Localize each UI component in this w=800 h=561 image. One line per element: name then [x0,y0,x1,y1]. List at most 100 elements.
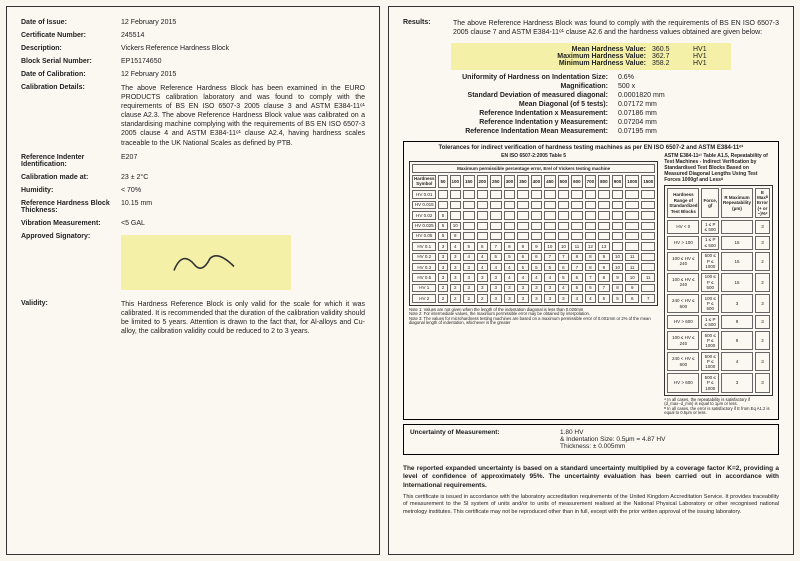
table-cell: 3 [450,273,462,281]
table-cell [721,220,753,234]
table-header: 900 [612,175,624,189]
table-cell: 3 [438,263,447,271]
table-cell [517,222,529,230]
table-cell: 3 [755,220,770,234]
res-key: Reference Indentation x Measurement: [403,110,618,117]
table-cell [450,201,462,209]
table-cell [544,201,556,209]
table-cell: 3 [477,284,489,292]
table-cell: 3 [438,242,447,250]
table-cell: 5 [438,211,447,219]
table-cell [463,232,475,240]
table-cell [641,190,655,198]
table-cell [504,190,516,198]
table-cell: 5 [504,253,516,261]
table-cell: 3 [755,294,770,313]
desc: Vickers Reference Hardness Block [121,45,365,52]
table-cell: 3 [517,284,529,292]
table-cell: 6 [585,284,597,292]
table-cell [625,242,639,250]
table-cell: 2 [450,284,462,292]
cal-date: 12 February 2015 [121,71,365,78]
table-header: 400 [531,175,543,189]
table-cell: 7 [544,253,556,261]
table-cell [625,190,639,198]
table-cell: 4 [571,294,583,302]
res-val: 0.07172 mm [618,101,779,108]
table-cell: 12 [585,242,597,250]
table-cell: 3 [463,273,475,281]
table-cell: 3 [721,294,753,313]
uom-v1: 1.80 HV [560,429,772,436]
table-cell: 9 [721,331,753,350]
table-cell: 3 [438,273,447,281]
table-cell [641,253,655,261]
table-cell: 10 [544,242,556,250]
table-cell [585,201,597,209]
table-cell: 1 ≤ P ≤ 500 [701,236,719,250]
table-cell [517,211,529,219]
table-cell [477,201,489,209]
indenter: E207 [121,154,365,168]
table-cell: 2 [755,252,770,271]
table-cell: HV 2 [412,294,437,302]
table-cell: 100 ≤ HV ≤ 240 [667,273,699,292]
table-cell: HV > 100 [667,236,699,250]
right-table: Hardness Range of Standardized Test Bloc… [664,185,773,395]
table-cell: 3 [721,373,753,392]
table-cell: 11 [625,253,639,261]
table-cell [598,211,610,219]
table-cell: 6 [571,273,583,281]
left-table: Maximum permissible percentage error, Er… [409,161,658,305]
table-cell [531,190,543,198]
table-cell: 3 [490,284,502,292]
results-intro: The above Reference Hardness Block was f… [453,19,779,37]
table-cell [598,190,610,198]
table-cell: 8 [585,253,597,261]
table-cell: 2 [463,294,475,302]
hl-key: Maximum Hardness Value: [459,53,646,60]
table-cell: HV 0.1 [412,242,437,250]
sig-label: Approved Signatory: [21,233,121,290]
table-cell [612,190,624,198]
res-val: 500 x [618,83,779,90]
table-cell: 5 [612,294,624,302]
serial-label: Block Serial Number: [21,58,121,65]
table-cell: HV > 600 [667,373,699,392]
table-cell: 240 < HV ≤ 600 [667,352,699,371]
table-cell [558,232,570,240]
table-cell: 2 [755,331,770,350]
table-header: 100 [450,175,462,189]
table-cell: 3 [531,294,543,302]
res-key: Reference Indentation y Measurement: [403,119,618,126]
table-cell [517,201,529,209]
table-cell: 2 [450,294,462,302]
table-cell [641,284,655,292]
hl-unit: HV1 [693,53,723,60]
res-val: 0.07204 mm [618,119,779,126]
table-cell [558,211,570,219]
table-cell: 8 [612,284,624,292]
table-header: E Maxᴮ Error (+ or −)%ᶜ [755,188,770,218]
date-issue-label: Date of Issue: [21,19,121,26]
table-cell: 2 [477,294,489,302]
table-cell [641,201,655,209]
validity: This Hardness Reference Block is only va… [121,300,365,336]
tol-title: Tolerances for indirect verification of … [409,145,773,151]
table-header: 250 [490,175,502,189]
table-cell: HV 1 [412,284,437,292]
table-cell: 500 ≤ P ≤ 1000 [701,252,719,271]
table-cell: 3 [544,294,556,302]
table-cell [490,211,502,219]
left-notes: Note 1: Values are not given when the le… [409,308,658,326]
table-cell: 2 [438,294,447,302]
table-cell [531,222,543,230]
table-cell: 4 [517,273,529,281]
table-cell: 500 ≤ P ≤ 1000 [701,352,719,371]
table-cell [438,190,447,198]
table-cell: 10 [612,253,624,261]
cert-left-page: Date of Issue:12 February 2015 Certifica… [6,6,380,555]
table-cell [477,190,489,198]
uom-label: Uncertainty of Measurement: [410,429,560,450]
table-cell: 240 < HV ≤ 600 [667,294,699,313]
